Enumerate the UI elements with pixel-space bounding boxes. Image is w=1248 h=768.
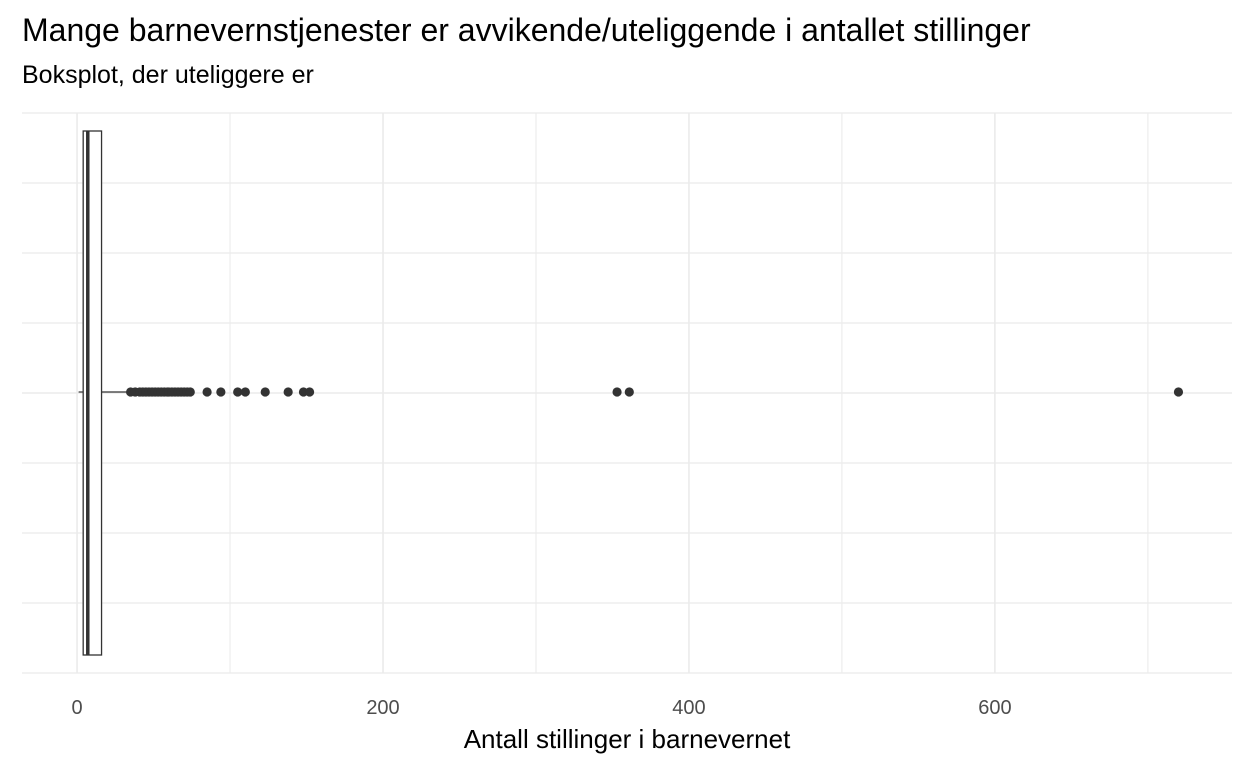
outlier-point [185,387,195,397]
outlier-point [260,387,270,397]
chart-subtitle: Boksplot, der uteliggere er [22,61,314,89]
outlier-point [240,387,250,397]
outlier-point [612,387,622,397]
outlier-point [624,387,634,397]
outlier-point [202,387,212,397]
outlier-point [216,387,226,397]
outlier-point [233,387,243,397]
outlier-point [1173,387,1184,397]
x-tick-label: 200 [366,697,399,719]
outlier-points [126,387,1184,397]
outlier-point [283,387,293,397]
x-axis-title: Antall stillinger i barnevernet [464,724,791,754]
x-axis-ticks: 0 200 400 600 [72,697,1012,719]
x-tick-label: 400 [672,697,705,719]
x-tick-label: 0 [72,697,83,719]
chart-title: Mange barnevernstjenester er avvikende/u… [22,12,1031,48]
outlier-point [304,387,315,397]
x-tick-label: 600 [978,697,1011,719]
box-iqr [82,130,103,656]
boxplot [78,130,128,656]
